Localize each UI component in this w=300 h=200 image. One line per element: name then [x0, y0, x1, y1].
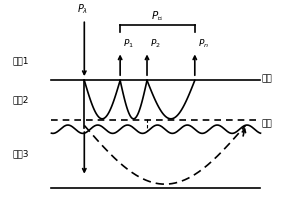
Text: 界面: 界面 — [262, 119, 273, 128]
Text: $P_2$: $P_2$ — [150, 37, 161, 50]
Text: $P_{\lambda}$: $P_{\lambda}$ — [77, 2, 88, 16]
Text: 介质3: 介质3 — [13, 149, 29, 158]
Text: 介质2: 介质2 — [13, 95, 29, 104]
Text: $P_1$: $P_1$ — [123, 37, 134, 50]
Text: $P_{反}$: $P_{反}$ — [152, 10, 164, 23]
Text: 界面: 界面 — [262, 75, 273, 84]
Text: 介质1: 介质1 — [13, 57, 29, 66]
Text: $P_n$: $P_n$ — [198, 37, 209, 50]
